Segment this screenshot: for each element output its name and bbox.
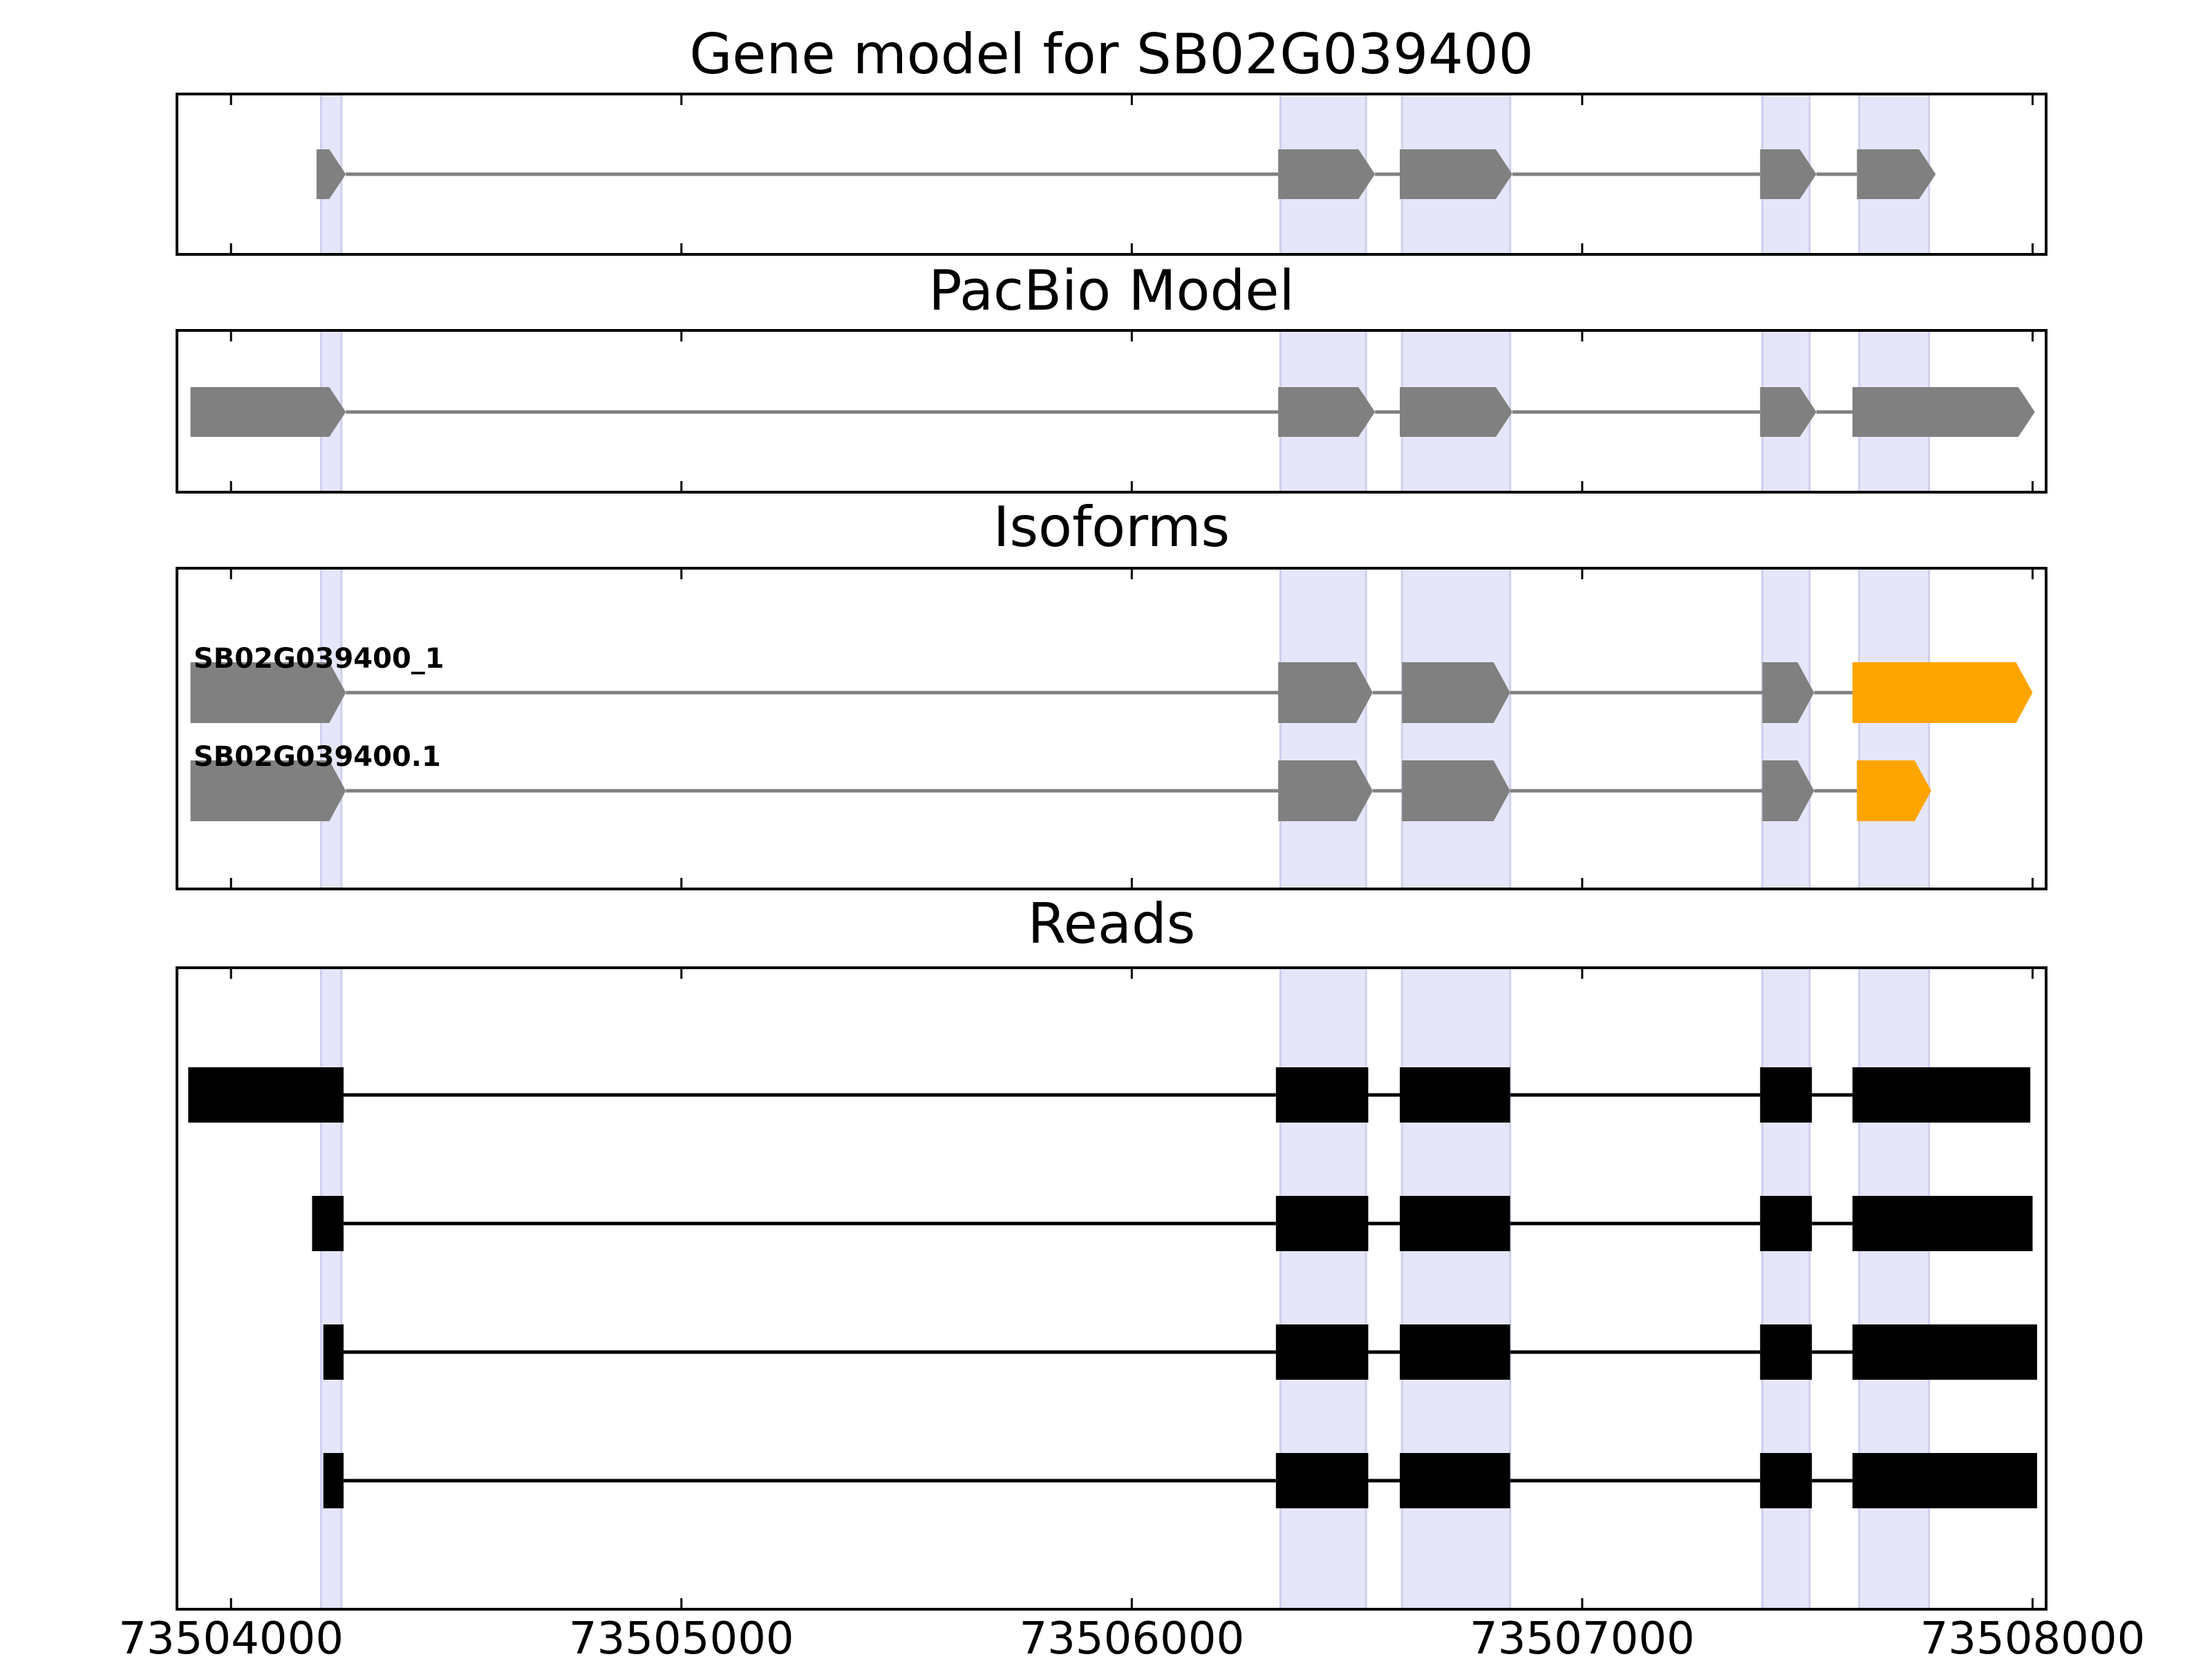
alt-exon-arrow: [1857, 760, 1931, 821]
exon-arrow: [1762, 760, 1815, 821]
highlight-region: [1400, 966, 1512, 1611]
read-block: [1852, 1324, 2037, 1380]
read-block: [1760, 1067, 1812, 1123]
panel-title-isoforms: Isoforms: [993, 495, 1230, 559]
panel-frame: [176, 329, 2047, 494]
read-block: [1852, 1067, 2031, 1123]
panel-frame: [176, 966, 2047, 1611]
exon-arrow: [1278, 387, 1376, 437]
exon-arrow: [190, 662, 346, 723]
highlight-region: [1761, 966, 1811, 1611]
highlight-region: [1279, 567, 1367, 890]
alt-exon-arrow: [1852, 662, 2033, 723]
exon-arrow: [190, 387, 346, 437]
panel-frame: [176, 567, 2047, 890]
exon-arrow: [1400, 149, 1512, 199]
x-tick-label: 73508000: [1920, 1613, 2146, 1659]
highlight-region: [1761, 567, 1811, 890]
read-block: [1275, 1067, 1369, 1123]
exon-arrow: [1278, 760, 1373, 821]
panel-title-reads: Reads: [1028, 892, 1196, 956]
read-block: [1275, 1324, 1369, 1380]
exon-arrow: [1402, 760, 1510, 821]
read-block: [1275, 1196, 1369, 1251]
x-tick-label: 73507000: [1470, 1613, 1695, 1659]
panel-title-gene-model: Gene model for SB02G039400: [689, 22, 1533, 86]
x-tick-label: 73504000: [118, 1613, 344, 1659]
highlight-region: [1279, 966, 1367, 1611]
panel-gene-model: Gene model for SB02G039400: [176, 22, 2047, 256]
x-axis-tick-labels: 73504000 73505000 73506000 73507000 7350…: [118, 1613, 2145, 1659]
exon-arrow: [1278, 662, 1373, 723]
exon-arrow: [1278, 149, 1376, 199]
x-tick-label: 73505000: [569, 1613, 794, 1659]
isoform-label: SB02G039400_1: [194, 643, 444, 675]
read-block: [1852, 1196, 2033, 1251]
read-block: [1400, 1324, 1510, 1380]
exon-arrow: [316, 149, 346, 199]
read-block: [1760, 1453, 1812, 1508]
panel-reads: Reads: [176, 892, 2047, 1611]
highlight-region: [320, 567, 343, 890]
read-block: [323, 1453, 344, 1508]
read-block: [1760, 1196, 1812, 1251]
exon-arrow: [1402, 662, 1510, 723]
panel-pacbio-model: PacBio Model: [176, 259, 2047, 494]
exon-arrow: [1852, 387, 2035, 437]
highlight-region: [320, 966, 343, 1611]
read-block: [323, 1324, 344, 1380]
panel-frame: [176, 93, 2047, 256]
exon-arrow: [1762, 662, 1815, 723]
read-block: [312, 1196, 344, 1251]
highlight-region: [1858, 966, 1931, 1611]
exon-arrow: [1857, 149, 1936, 199]
panel-title-pacbio-model: PacBio Model: [928, 259, 1294, 323]
read-block: [1760, 1324, 1812, 1380]
highlight-region: [1400, 567, 1512, 890]
isoform-label: SB02G039400.1: [194, 741, 441, 773]
exon-arrow: [1400, 387, 1512, 437]
read-block: [1400, 1067, 1510, 1123]
exon-arrow: [190, 760, 346, 821]
highlight-region: [1858, 567, 1931, 890]
exon-arrow: [1760, 387, 1817, 437]
read-block: [188, 1067, 344, 1123]
read-block: [1400, 1453, 1510, 1508]
read-block: [1400, 1196, 1510, 1251]
panel-isoforms: Isoforms SB02G039400_1 SB02G039400.1: [176, 495, 2047, 890]
read-block: [1275, 1453, 1369, 1508]
x-tick-label: 73506000: [1019, 1613, 1244, 1659]
read-block: [1852, 1453, 2037, 1508]
exon-arrow: [1760, 149, 1817, 199]
